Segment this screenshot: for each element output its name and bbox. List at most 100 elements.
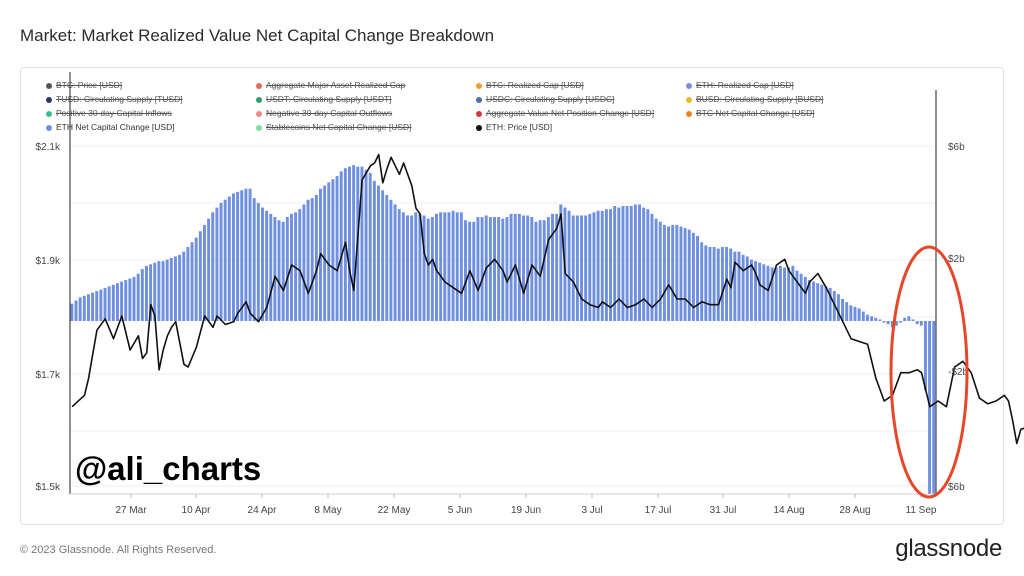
bar-mark	[397, 209, 401, 321]
bar-mark	[526, 215, 530, 321]
legend-swatch-icon	[46, 124, 52, 131]
legend-label: ETH: Price [USD]	[486, 122, 553, 132]
legend-label: ETH Net Capital Change [USD]	[56, 122, 175, 132]
left-tick-label: $2.1k	[36, 142, 61, 153]
bar-mark	[401, 212, 405, 321]
legend-label: USDC: Circulating Supply [USDC]	[486, 94, 615, 104]
bar-mark	[923, 321, 927, 391]
bar-mark	[244, 188, 248, 321]
bar-mark	[770, 267, 774, 321]
legend-swatch-icon	[46, 82, 52, 89]
legend-item[interactable]: USDT: Circulating Supply [USDT]	[256, 94, 392, 104]
bar-mark	[227, 196, 231, 321]
bar-mark	[488, 217, 492, 321]
bar-mark	[658, 221, 662, 321]
bar-mark	[696, 235, 700, 321]
copyright-footer: © 2023 Glassnode. All Rights Reserved.	[20, 544, 217, 556]
bar-mark	[683, 228, 687, 321]
bar-mark	[169, 258, 173, 321]
legend-swatch-icon	[476, 110, 482, 117]
legend-item[interactable]: USDC: Circulating Supply [USDC]	[476, 94, 614, 104]
legend-swatch-icon	[686, 96, 692, 103]
legend-label: Stablecoins Net Capital Change [USD]	[266, 122, 412, 132]
bar-mark	[186, 246, 190, 321]
bar-mark	[368, 172, 372, 321]
bar-mark	[522, 215, 525, 321]
legend-item[interactable]: BTC: Realized Cap [USD]	[476, 80, 584, 90]
bar-mark	[161, 261, 165, 321]
bar-mark	[140, 269, 144, 321]
bar-mark	[153, 262, 157, 322]
bar-mark	[650, 213, 654, 321]
bar-mark	[828, 287, 832, 322]
bar-mark	[78, 297, 82, 322]
bar-mark	[778, 265, 782, 322]
x-tick-label: 27 Mar	[115, 505, 147, 516]
bar-mark	[567, 210, 571, 321]
legend-item[interactable]: Stablecoins Net Capital Change [USD]	[256, 122, 412, 132]
legend-item[interactable]: Negative 30-day Capital Outflows	[256, 108, 392, 118]
bar-mark	[575, 215, 579, 321]
brand-logo[interactable]: glassnode	[895, 535, 1002, 562]
bar-mark	[654, 218, 658, 322]
bar-mark	[911, 319, 915, 322]
bar-mark	[509, 213, 513, 321]
bar-mark	[414, 212, 418, 321]
bar-mark	[132, 276, 136, 321]
legend-label: Aggregate Value Net Position Change [USD…	[486, 108, 655, 118]
highlight-layer	[889, 245, 969, 499]
legend-item[interactable]: Aggregate Value Net Position Change [USD…	[476, 108, 654, 118]
bar-mark	[269, 213, 273, 321]
bar-mark	[426, 218, 430, 322]
legend-item[interactable]: ETH Net Capital Change [USD]	[46, 122, 175, 132]
bar-mark	[381, 190, 385, 321]
bar-mark	[861, 311, 865, 321]
bar-mark	[236, 191, 240, 321]
legend-item[interactable]: TUSD: Circulating Supply [TUSD]	[46, 94, 183, 104]
bar-mark	[625, 206, 629, 321]
bar-mark	[372, 180, 376, 321]
bar-mark	[633, 204, 637, 321]
legend-item[interactable]: ETH: Realized Cap [USD]	[686, 80, 794, 90]
bar-mark	[609, 209, 612, 321]
legend-item[interactable]: BTC: Price [USD]	[46, 80, 122, 90]
x-tick-label: 19 Jun	[511, 505, 541, 516]
bar-mark	[617, 207, 621, 321]
bar-mark	[754, 261, 758, 321]
bar-mark	[907, 316, 911, 321]
bar-mark	[803, 276, 807, 321]
bar-mark	[223, 199, 227, 321]
x-tick-label: 17 Jul	[645, 505, 672, 516]
bar-mark	[82, 295, 86, 321]
bar-mark	[720, 246, 724, 321]
legend-label: Positive 30-day Capital Inflows	[56, 108, 172, 118]
bar-mark	[845, 302, 849, 321]
legend-item[interactable]: BUSD: Circulating Supply [BUSD]	[686, 94, 824, 104]
bar-mark	[588, 213, 592, 321]
bar-mark	[551, 213, 554, 321]
bar-mark	[165, 259, 169, 321]
x-tick-label: 31 Jul	[710, 505, 737, 516]
bar-mark	[459, 212, 463, 321]
eth-price-line	[71, 153, 1024, 445]
x-tick-label: 8 May	[314, 505, 341, 516]
legend-item[interactable]: Positive 30-day Capital Inflows	[46, 108, 172, 118]
bar-mark	[836, 294, 840, 321]
bar-mark	[294, 212, 298, 321]
legend-item[interactable]: ETH: Price [USD]	[476, 122, 552, 132]
bar-mark	[762, 264, 766, 321]
bar-mark	[675, 224, 679, 321]
bar-mark	[712, 246, 716, 321]
legend-item[interactable]: BTC Net Capital Change [USD]	[686, 108, 815, 118]
bar-mark	[455, 212, 459, 321]
bar-mark	[691, 232, 695, 321]
bar-mark	[157, 261, 161, 321]
bar-mark	[277, 220, 281, 321]
bar-mark	[646, 209, 650, 321]
bar-mark	[629, 206, 633, 321]
legend-item[interactable]: Aggregate Major Asset Realized Cap	[256, 80, 405, 90]
bar-mark	[464, 220, 467, 321]
bar-mark	[144, 265, 148, 322]
x-tick-label: 3 Jul	[581, 505, 602, 516]
bar-mark	[932, 321, 936, 495]
